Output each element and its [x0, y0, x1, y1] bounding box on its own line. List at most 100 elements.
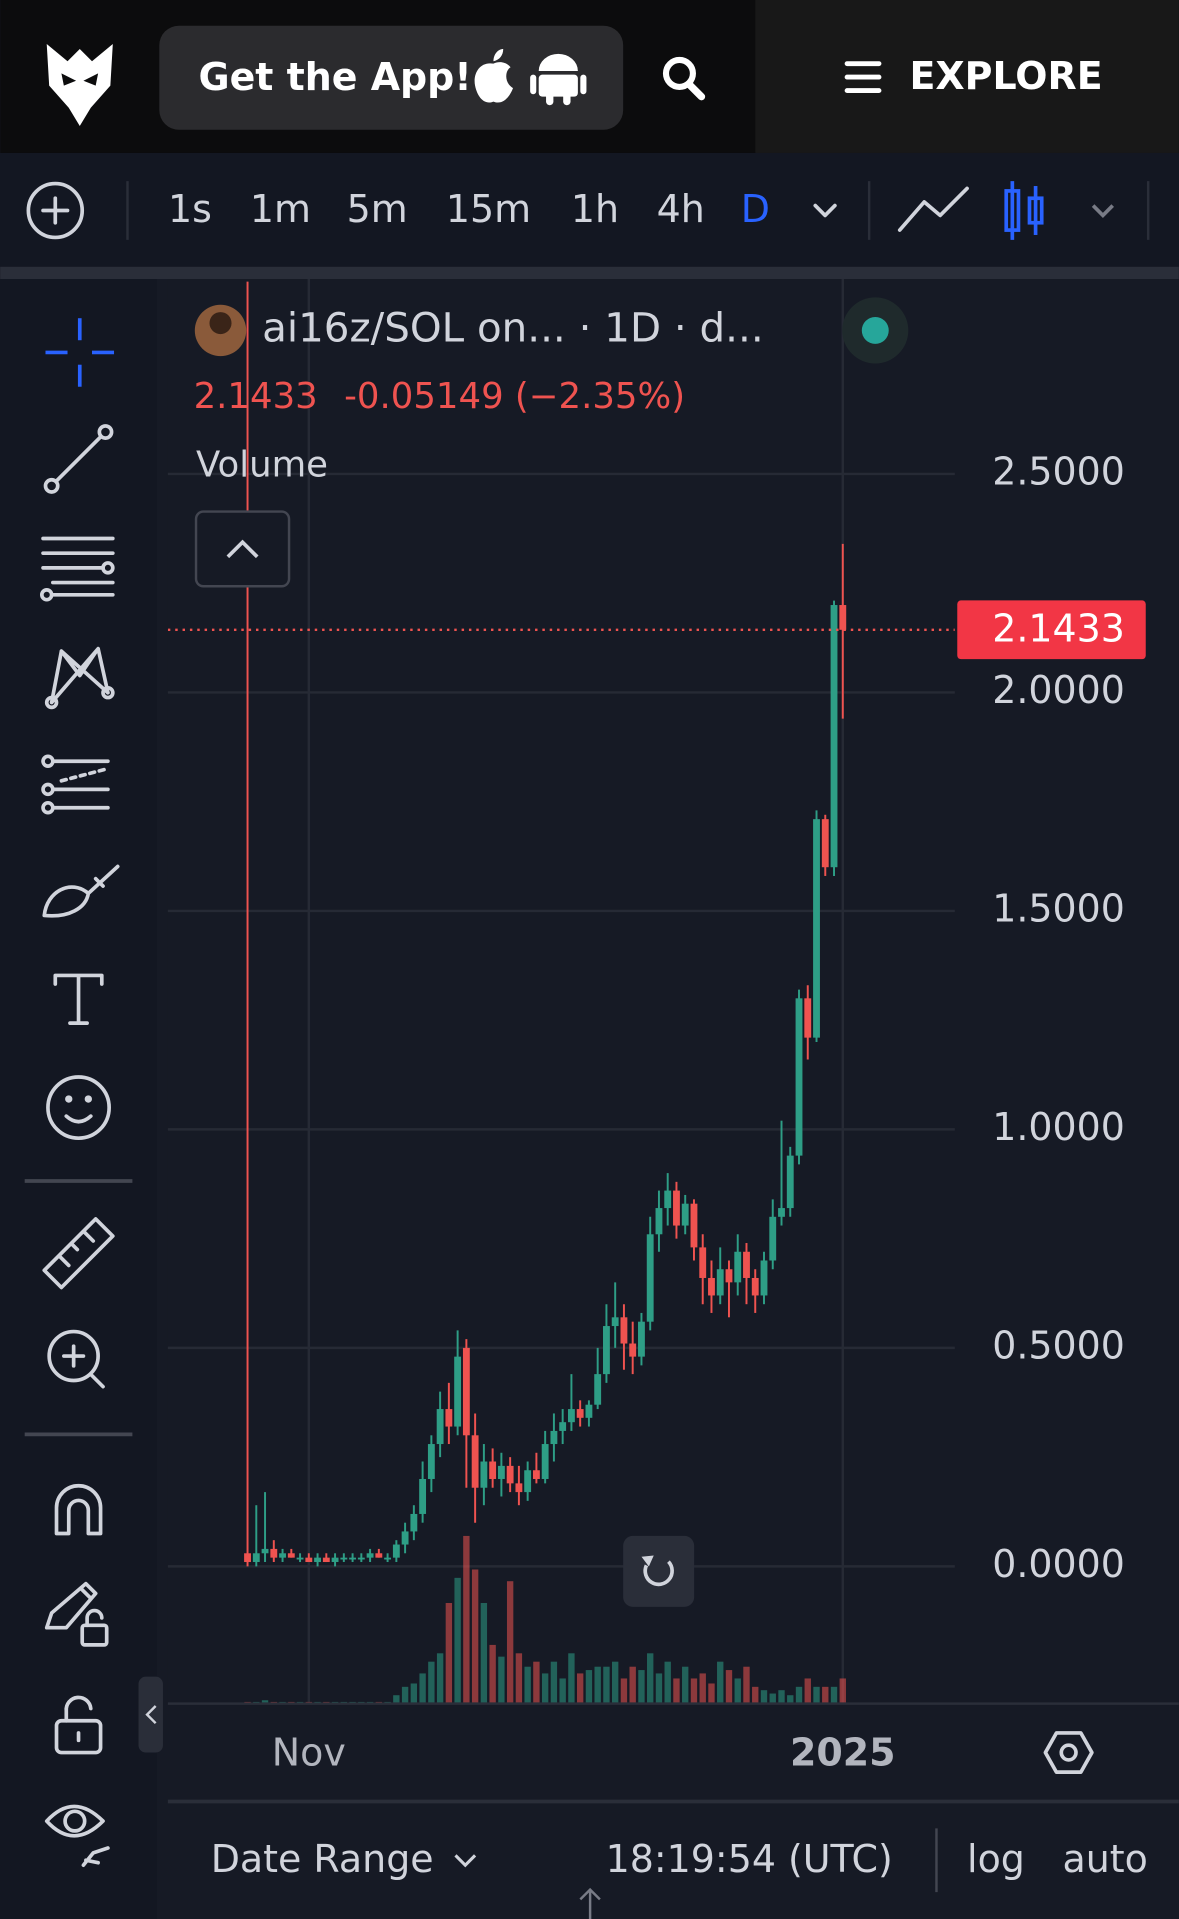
search-icon[interactable] [662, 56, 706, 101]
brush-tool[interactable] [42, 864, 120, 918]
candle-body [506, 1465, 514, 1484]
volume-bar [436, 1653, 444, 1704]
timeframe-option[interactable]: 1m [250, 187, 311, 231]
volume-bar [769, 1693, 776, 1704]
candle-body [673, 1190, 680, 1226]
emoji-tool[interactable] [46, 1075, 111, 1141]
token-avatar-detail [209, 312, 232, 335]
timeframe-option[interactable]: 5m [347, 187, 408, 231]
explore-label[interactable]: EXPLORE [910, 54, 1103, 98]
last-price-tag [957, 600, 1146, 660]
symbol-title[interactable]: ai16z/SOL on... · 1D · d... [262, 304, 764, 351]
volume-bar [498, 1656, 505, 1704]
candle-body [716, 1269, 724, 1296]
volume-bar [690, 1678, 698, 1704]
log-toggle[interactable]: log [967, 1837, 1025, 1881]
auto-toggle[interactable]: auto [1063, 1837, 1148, 1881]
pattern-tool[interactable] [44, 646, 115, 710]
candle-body [462, 1347, 470, 1436]
timeframe-option[interactable]: 1h [571, 187, 619, 231]
fib-tool[interactable] [39, 536, 115, 602]
visibility-tool[interactable] [44, 1804, 110, 1867]
status-dot [861, 316, 889, 344]
x-tick-label: 2025 [790, 1731, 896, 1775]
timeframe-option[interactable]: 1s [168, 187, 212, 231]
candle-body [497, 1465, 505, 1479]
candle-body [603, 1326, 610, 1375]
collapse-toolbar[interactable] [138, 1676, 163, 1753]
projection-tool[interactable] [41, 754, 110, 815]
lock-drawings-tool[interactable] [44, 1581, 109, 1647]
clock[interactable]: 18:19:54 (UTC) [606, 1837, 893, 1881]
measure-tool[interactable] [42, 1217, 115, 1290]
line-chart-icon[interactable] [897, 186, 969, 232]
reset-icon [643, 1560, 674, 1587]
price-axis: 0.0000 0.5000 1.0000 1.5000 2.0000 2.5000 2.14… [957, 449, 1146, 1586]
get-app-label: Get the App! [198, 55, 471, 99]
volume-bar [717, 1661, 724, 1704]
logo[interactable] [46, 44, 113, 127]
candle-body [305, 1557, 313, 1563]
candle-body [778, 1208, 785, 1217]
candle-body [419, 1478, 427, 1514]
candle-body [314, 1557, 321, 1563]
candle-body [795, 998, 803, 1156]
candle-body [279, 1553, 286, 1558]
candle-body [734, 1251, 742, 1283]
candle-body [786, 1155, 794, 1209]
date-range-button[interactable]: Date Range [211, 1837, 434, 1881]
chart-settings[interactable] [1043, 1731, 1094, 1774]
candle-body [322, 1557, 330, 1563]
lock-tool[interactable] [54, 1695, 103, 1755]
menu-icon[interactable] [844, 61, 882, 94]
chart-type-dropdown[interactable] [1091, 204, 1114, 218]
candle-body [480, 1461, 488, 1488]
timeframe-dropdown[interactable] [813, 203, 837, 218]
last-price-label: 2.1433 [992, 607, 1125, 651]
volume-bar [261, 1700, 269, 1704]
y-tick-label: 2.5000 [992, 449, 1125, 493]
trend-line-tool[interactable] [43, 424, 114, 494]
volume-bar [454, 1577, 461, 1704]
volume-bar [638, 1670, 645, 1704]
candle-chart-icon[interactable] [1004, 181, 1044, 240]
candle-body [541, 1444, 549, 1479]
timeframe-bar [0, 152, 1179, 267]
candle-body [725, 1269, 733, 1283]
volume-bar [760, 1690, 768, 1704]
get-app-button[interactable] [159, 25, 624, 130]
volume-bar [428, 1661, 435, 1704]
magnet-tool[interactable] [54, 1483, 103, 1536]
text-tool[interactable] [53, 973, 104, 1025]
candle-body [524, 1470, 532, 1493]
volume-bar [533, 1661, 540, 1704]
volume-bar [541, 1673, 549, 1704]
timeframe-option[interactable]: 15m [446, 187, 531, 231]
add-symbol-icon[interactable] [26, 181, 85, 240]
crosshair-tool[interactable] [45, 318, 115, 387]
collapse-legend-arrow [226, 539, 259, 559]
volume-bar [752, 1686, 759, 1704]
candle-body [436, 1409, 444, 1445]
volume-legend: Volume [196, 444, 328, 485]
date-range-chevron [454, 1854, 477, 1868]
volume-bar [830, 1686, 838, 1704]
collapse-legend-button[interactable] [194, 510, 291, 588]
volume-bar [795, 1686, 803, 1704]
volume-bar [708, 1683, 715, 1704]
candle-body [532, 1470, 540, 1479]
y-tick-label: 1.5000 [992, 886, 1125, 930]
candle-body [454, 1356, 462, 1427]
volume-bar [655, 1673, 663, 1704]
timeframe-option[interactable]: 4h [657, 187, 705, 231]
candle-body [445, 1409, 453, 1427]
candle-body [261, 1548, 269, 1554]
volume-bar [804, 1678, 811, 1704]
reset-chart-button[interactable] [623, 1535, 695, 1607]
candle-body [620, 1317, 628, 1344]
candle-body [830, 605, 838, 868]
timeframe-option[interactable]: D [741, 187, 770, 231]
candle-body [629, 1343, 637, 1357]
zoom-tool[interactable] [47, 1329, 105, 1389]
candle-body [594, 1374, 602, 1405]
